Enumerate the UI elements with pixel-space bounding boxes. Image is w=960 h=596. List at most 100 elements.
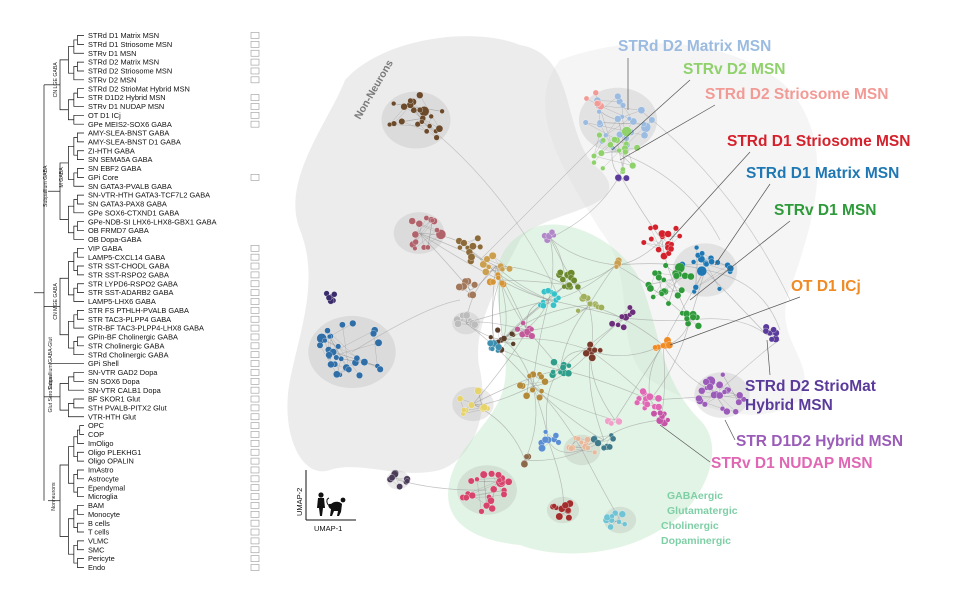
legend-swatch[interactable] <box>250 262 260 270</box>
legend-swatch[interactable] <box>250 475 260 483</box>
legend-swatch[interactable] <box>250 528 260 536</box>
legend-swatch[interactable] <box>250 360 260 367</box>
legend-swatch[interactable] <box>250 298 260 305</box>
cell-cluster[interactable] <box>613 257 623 270</box>
legend-swatch[interactable] <box>250 174 260 181</box>
legend-swatch[interactable] <box>250 307 260 314</box>
cell-cluster[interactable] <box>590 432 617 451</box>
legend-swatch[interactable] <box>250 386 260 394</box>
cell-cluster[interactable] <box>582 341 603 362</box>
legend-swatch[interactable] <box>250 351 260 359</box>
legend-swatch[interactable] <box>250 369 260 376</box>
cell-point <box>613 264 619 270</box>
legend-swatch[interactable] <box>250 41 260 48</box>
legend-swatch[interactable] <box>250 466 260 474</box>
cell-cluster[interactable] <box>452 386 494 422</box>
legend-swatch[interactable] <box>250 58 260 66</box>
legend-swatch[interactable] <box>250 537 260 545</box>
legend-swatch[interactable] <box>250 342 260 350</box>
cell-cluster[interactable] <box>452 310 480 335</box>
cell-cluster[interactable] <box>457 465 517 515</box>
cell-cluster[interactable] <box>486 271 507 288</box>
cell-cluster[interactable] <box>563 434 601 466</box>
legend-swatch[interactable] <box>250 493 260 500</box>
cell-cluster[interactable] <box>323 290 338 305</box>
legend-swatch[interactable] <box>250 289 260 296</box>
cell-cluster[interactable] <box>455 277 479 299</box>
cell-cluster[interactable] <box>555 269 582 291</box>
legend-swatch[interactable] <box>250 413 260 421</box>
legend-swatch[interactable] <box>250 333 260 341</box>
legend-swatch[interactable] <box>250 431 260 438</box>
legend-swatch[interactable] <box>250 555 260 562</box>
legend-swatch[interactable] <box>250 510 260 518</box>
cell-cluster[interactable] <box>308 315 396 389</box>
legend-swatch[interactable] <box>250 271 260 279</box>
legend-swatch[interactable] <box>250 404 260 412</box>
cell-cluster[interactable] <box>694 372 750 418</box>
legend-swatch[interactable] <box>250 67 260 75</box>
cell-cluster[interactable] <box>455 234 484 265</box>
cell-cluster[interactable] <box>645 262 695 307</box>
legend-swatch[interactable] <box>250 112 260 119</box>
cell-cluster[interactable] <box>652 336 674 352</box>
legend-swatch[interactable] <box>250 32 260 39</box>
cell-cluster[interactable] <box>520 453 532 468</box>
dendrogram-branch <box>68 205 74 234</box>
cell-cluster[interactable] <box>608 304 636 331</box>
legend-swatch[interactable] <box>250 49 260 57</box>
legend-swatch[interactable] <box>250 94 260 101</box>
legend-swatch[interactable] <box>250 120 260 128</box>
cell-cluster[interactable] <box>583 89 605 110</box>
cell-cluster[interactable] <box>762 323 780 343</box>
cell-cluster[interactable] <box>381 91 451 149</box>
cell-cluster[interactable] <box>516 370 549 401</box>
legend-swatch[interactable] <box>250 519 260 527</box>
cell-cluster[interactable] <box>614 174 630 182</box>
legend-swatch[interactable] <box>250 564 260 571</box>
legend-swatch[interactable] <box>250 440 260 447</box>
cell-cluster[interactable] <box>514 320 536 340</box>
category-dopaminergic: Dopaminergic <box>661 535 731 547</box>
cell-cluster[interactable] <box>604 417 623 427</box>
legend-swatch[interactable] <box>250 395 260 403</box>
cell-cluster[interactable] <box>549 358 573 379</box>
cell-point <box>471 281 479 289</box>
cell-cluster[interactable] <box>386 469 411 490</box>
cell-cluster[interactable] <box>679 310 702 330</box>
cell-cluster[interactable] <box>479 251 513 276</box>
cell-point <box>706 383 714 391</box>
cell-cluster[interactable] <box>486 339 503 354</box>
legend-swatch[interactable] <box>250 280 260 288</box>
legend-swatch[interactable] <box>250 546 260 554</box>
cell-cluster[interactable] <box>575 293 605 314</box>
legend-swatch[interactable] <box>250 502 260 509</box>
cell-cluster[interactable] <box>591 126 641 175</box>
cell-cluster[interactable] <box>546 496 580 524</box>
legend-swatch[interactable] <box>250 457 260 465</box>
legend-swatch[interactable] <box>250 103 260 110</box>
legend-swatch[interactable] <box>250 315 260 323</box>
cell-cluster[interactable] <box>650 409 671 427</box>
legend-swatch[interactable] <box>250 245 260 252</box>
legend-swatch[interactable] <box>250 422 260 429</box>
legend-swatch[interactable] <box>250 448 260 456</box>
cell-cluster[interactable] <box>541 229 557 244</box>
cell-cluster[interactable] <box>640 224 683 260</box>
legend-swatch[interactable] <box>250 76 260 84</box>
cell-cluster[interactable] <box>538 429 562 452</box>
legend-swatch[interactable] <box>250 484 260 492</box>
cell-cluster[interactable] <box>634 387 663 411</box>
legend-swatch[interactable] <box>250 253 260 261</box>
legend-swatch[interactable] <box>250 324 260 332</box>
cell-cluster[interactable] <box>393 212 447 254</box>
cell-point <box>374 338 383 347</box>
cell-cluster[interactable] <box>602 506 637 534</box>
cell-cluster[interactable] <box>672 243 738 297</box>
taxonomy-label: VTR-HTH Glut <box>88 412 136 421</box>
cell-point <box>353 355 361 362</box>
legend-swatch[interactable] <box>250 377 260 385</box>
callout-leader <box>619 104 716 161</box>
cluster-callout-label: STRd D2 Matrix MSN <box>618 38 771 55</box>
cell-cluster[interactable] <box>537 287 562 309</box>
